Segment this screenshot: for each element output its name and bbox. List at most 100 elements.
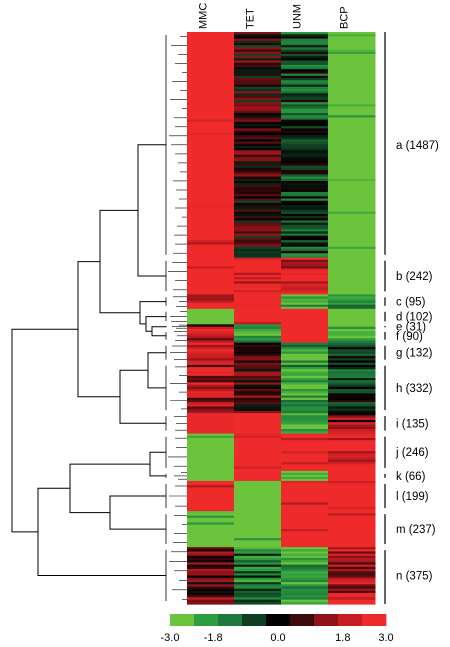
color-scale-swatch	[266, 614, 291, 626]
cluster-label-c: c (95)	[396, 297, 426, 309]
cell-f-tet	[234, 329, 282, 344]
dendrogram-branch	[137, 144, 166, 277]
cell-i-mmc	[187, 413, 235, 435]
column-label-bcp: BCP	[339, 6, 351, 29]
cell-f-unm	[281, 329, 329, 344]
column-label-mmc: MMC	[198, 3, 210, 29]
cluster-block-h	[187, 362, 376, 414]
cell-n-bcp	[328, 547, 376, 605]
cell-i-bcp	[328, 413, 376, 435]
cell-n-mmc	[187, 547, 235, 605]
cell-i-tet	[234, 413, 282, 435]
dendrogram-branch	[147, 352, 166, 389]
cluster-block-e	[187, 324, 376, 330]
cell-e-bcp	[328, 324, 376, 330]
cell-f-mmc	[187, 329, 235, 344]
cluster-label-m: m (237)	[396, 524, 436, 536]
dendrogram-branch	[149, 451, 166, 477]
cell-e-tet	[234, 324, 282, 330]
color-scale-tick-label: -1.8	[204, 632, 223, 644]
cell-j-mmc	[187, 433, 235, 472]
cell-e-mmc	[187, 324, 235, 330]
cell-l-tet	[234, 480, 282, 512]
cell-j-tet	[234, 433, 282, 472]
cluster-label-d: d (102)	[396, 312, 433, 324]
cell-d-unm	[281, 308, 329, 325]
cluster-block-j	[187, 433, 376, 472]
cell-c-tet	[234, 294, 282, 310]
color-scale-swatch	[290, 614, 315, 626]
cluster-label-g: g (132)	[396, 348, 433, 360]
cell-n-unm	[281, 547, 329, 605]
cluster-label-a: a (1487)	[396, 140, 439, 152]
cluster-label-h: h (332)	[396, 383, 433, 395]
color-scale-swatch	[362, 614, 387, 626]
color-scale-swatch	[218, 614, 243, 626]
cell-b-tet	[234, 257, 282, 295]
cluster-block-f	[187, 329, 376, 344]
cluster-label-f: f (90)	[396, 331, 423, 343]
cell-l-bcp	[328, 480, 376, 512]
cluster-label-n: n (375)	[396, 571, 433, 583]
cell-l-unm	[281, 480, 329, 512]
cell-l-mmc	[187, 480, 235, 512]
cluster-block-m	[187, 511, 376, 548]
cell-m-mmc	[187, 511, 235, 548]
heatmap	[187, 32, 376, 605]
cluster-block-n	[187, 547, 376, 605]
cell-d-tet	[234, 308, 282, 325]
column-label-tet: TET	[245, 8, 257, 29]
dendrogram	[11, 35, 187, 601]
color-scale-swatch	[338, 614, 363, 626]
dendrogram-branch	[139, 301, 166, 325]
cluster-block-l	[187, 480, 376, 512]
cell-k-tet	[234, 470, 282, 482]
cell-m-unm	[281, 511, 329, 548]
color-scale-swatch	[242, 614, 267, 626]
cluster-block-a	[187, 32, 376, 259]
column-labels: MMC TET UNM BCP	[198, 3, 351, 29]
dendrogram-branch	[77, 261, 120, 398]
cluster-label-l: l (199)	[396, 491, 429, 503]
dendrogram-branch	[119, 369, 166, 424]
cell-k-bcp	[328, 470, 376, 482]
cluster-label-j: j (246)	[395, 447, 429, 459]
cell-c-unm	[281, 294, 329, 310]
cell-b-bcp	[328, 257, 376, 295]
cell-n-tet	[234, 547, 282, 605]
cluster-label-e: e (31)	[396, 322, 426, 334]
cell-j-unm	[281, 433, 329, 472]
cell-g-bcp	[328, 342, 376, 364]
dendrogram-branch	[109, 495, 166, 530]
cell-b-unm	[281, 257, 329, 295]
cluster-labels: a (1487) b (242) c (95) d (102)e (31)f (90)…	[395, 140, 439, 583]
dendrogram-branch	[11, 328, 78, 533]
cell-m-bcp	[328, 511, 376, 548]
dendrogram-branch	[151, 326, 166, 337]
cell-j-bcp	[328, 433, 376, 472]
cell-a-bcp	[328, 32, 376, 259]
cluster-label-k: k (66)	[396, 471, 426, 483]
cell-g-tet	[234, 342, 282, 364]
color-scale-tick-label: 1.8	[335, 632, 350, 644]
cluster-block-g	[187, 342, 376, 364]
column-label-unm: UNM	[292, 4, 304, 29]
color-scale-tick-label: 0.0	[270, 632, 285, 644]
cell-h-bcp	[328, 362, 376, 414]
cell-g-mmc	[187, 342, 235, 364]
cell-c-bcp	[328, 294, 376, 310]
color-scale-tick-label: 3.0	[378, 632, 393, 644]
color-scale-swatch	[314, 614, 339, 626]
cell-b-mmc	[187, 257, 235, 295]
cell-h-mmc	[187, 362, 235, 414]
color-scale-legend: -3.0 -1.8 0.0 1.8 3.0	[161, 614, 394, 644]
cell-f-bcp	[328, 329, 376, 344]
cluster-label-i: i (135)	[396, 418, 429, 430]
dendrogram-branch	[145, 316, 166, 332]
cluster-block-b	[187, 257, 376, 295]
cell-a-tet	[234, 32, 282, 259]
cell-i-unm	[281, 413, 329, 435]
cluster-label-b: b (242)	[396, 271, 433, 283]
cluster-block-i	[187, 413, 376, 435]
